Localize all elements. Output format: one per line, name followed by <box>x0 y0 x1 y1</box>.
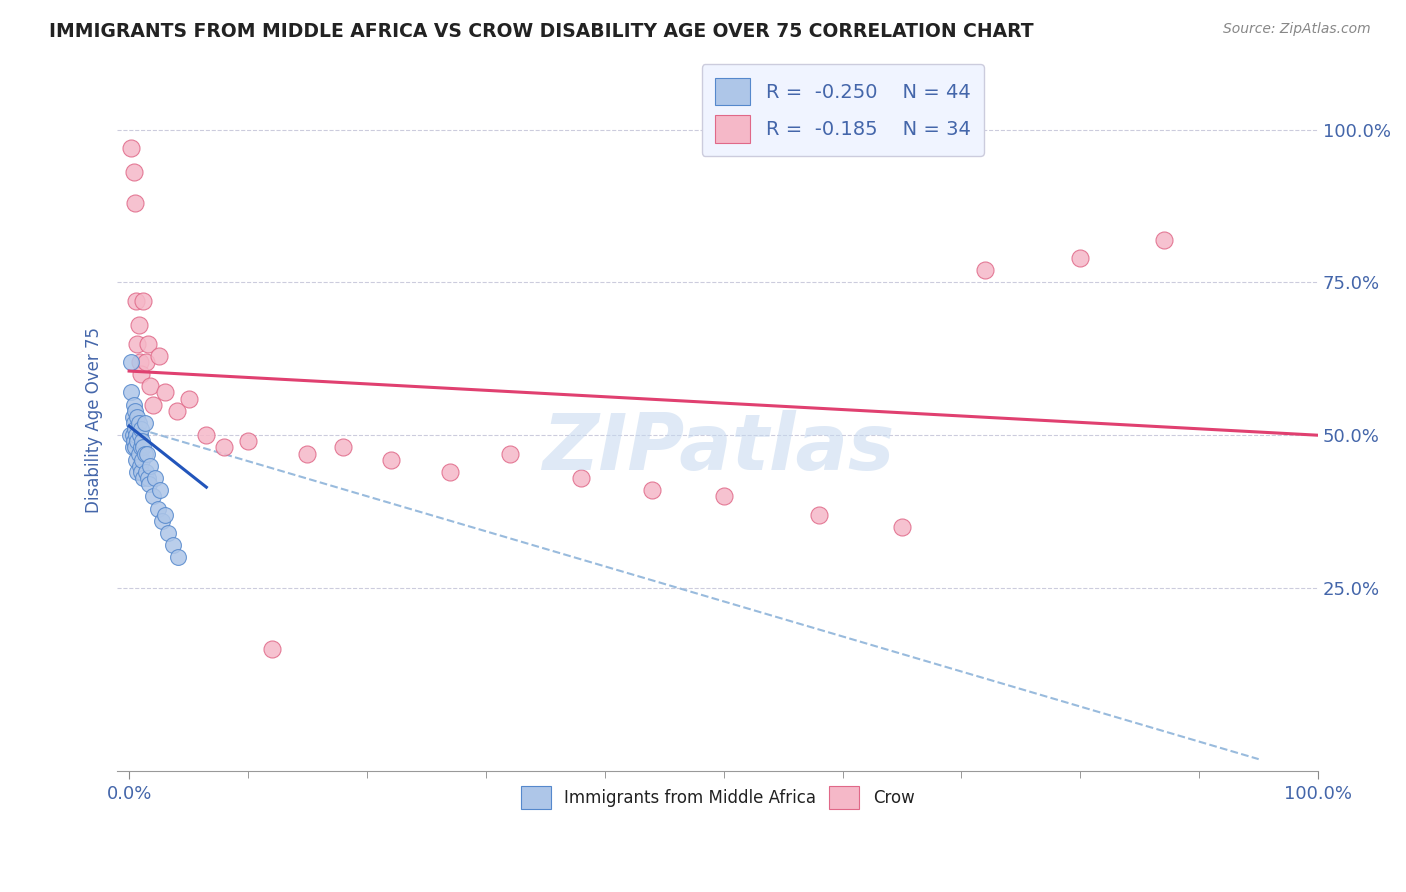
Point <box>129 441 152 455</box>
Point <box>439 465 461 479</box>
Point <box>124 441 146 455</box>
Point <box>260 642 283 657</box>
Point <box>121 428 143 442</box>
Point <box>166 404 188 418</box>
Point <box>569 471 592 485</box>
Point <box>380 452 402 467</box>
Legend: Immigrants from Middle Africa, Crow: Immigrants from Middle Africa, Crow <box>515 779 921 816</box>
Point <box>148 349 170 363</box>
Point <box>131 452 153 467</box>
Point <box>146 501 169 516</box>
Point <box>132 471 155 485</box>
Point <box>125 293 148 308</box>
Point <box>124 422 146 436</box>
Point <box>135 446 157 460</box>
Point <box>891 520 914 534</box>
Point <box>132 441 155 455</box>
Point <box>149 483 172 498</box>
Point <box>122 434 145 449</box>
Text: Source: ZipAtlas.com: Source: ZipAtlas.com <box>1223 22 1371 37</box>
Point <box>142 489 165 503</box>
Y-axis label: Disability Age Over 75: Disability Age Over 75 <box>86 327 103 513</box>
Point <box>121 409 143 424</box>
Point <box>153 385 176 400</box>
Point <box>120 385 142 400</box>
Point <box>127 434 149 449</box>
Point <box>127 465 149 479</box>
Point <box>127 409 149 424</box>
Point <box>498 446 520 460</box>
Point <box>128 458 150 473</box>
Point <box>122 165 145 179</box>
Point <box>120 141 142 155</box>
Point <box>131 434 153 449</box>
Point <box>153 508 176 522</box>
Point <box>713 489 735 503</box>
Point <box>125 452 148 467</box>
Point <box>1153 233 1175 247</box>
Point <box>135 355 157 369</box>
Point <box>127 336 149 351</box>
Point <box>143 471 166 485</box>
Point <box>195 428 218 442</box>
Point <box>121 441 143 455</box>
Point <box>134 446 156 460</box>
Point <box>136 471 159 485</box>
Point <box>150 514 173 528</box>
Point <box>129 422 152 436</box>
Point <box>136 336 159 351</box>
Point <box>177 392 200 406</box>
Point <box>157 526 180 541</box>
Point <box>162 538 184 552</box>
Point <box>641 483 664 498</box>
Point <box>807 508 830 522</box>
Point <box>236 434 259 449</box>
Point <box>212 441 235 455</box>
Point <box>124 404 146 418</box>
Point <box>128 428 150 442</box>
Point <box>134 416 156 430</box>
Point <box>125 428 148 442</box>
Point <box>138 477 160 491</box>
Point <box>166 550 188 565</box>
Point <box>139 458 162 473</box>
Point <box>129 367 152 381</box>
Point <box>332 441 354 455</box>
Point <box>1069 251 1091 265</box>
Point <box>120 428 142 442</box>
Text: ZIPatlas: ZIPatlas <box>541 410 894 486</box>
Point <box>124 196 146 211</box>
Point <box>139 379 162 393</box>
Point <box>122 398 145 412</box>
Point <box>297 446 319 460</box>
Point <box>135 465 157 479</box>
Point <box>128 446 150 460</box>
Point <box>122 416 145 430</box>
Text: IMMIGRANTS FROM MIDDLE AFRICA VS CROW DISABILITY AGE OVER 75 CORRELATION CHART: IMMIGRANTS FROM MIDDLE AFRICA VS CROW DI… <box>49 22 1033 41</box>
Point <box>132 293 155 308</box>
Point <box>129 465 152 479</box>
Point <box>128 355 150 369</box>
Point <box>128 318 150 333</box>
Point <box>120 355 142 369</box>
Point <box>974 263 997 277</box>
Point <box>142 398 165 412</box>
Point <box>128 416 150 430</box>
